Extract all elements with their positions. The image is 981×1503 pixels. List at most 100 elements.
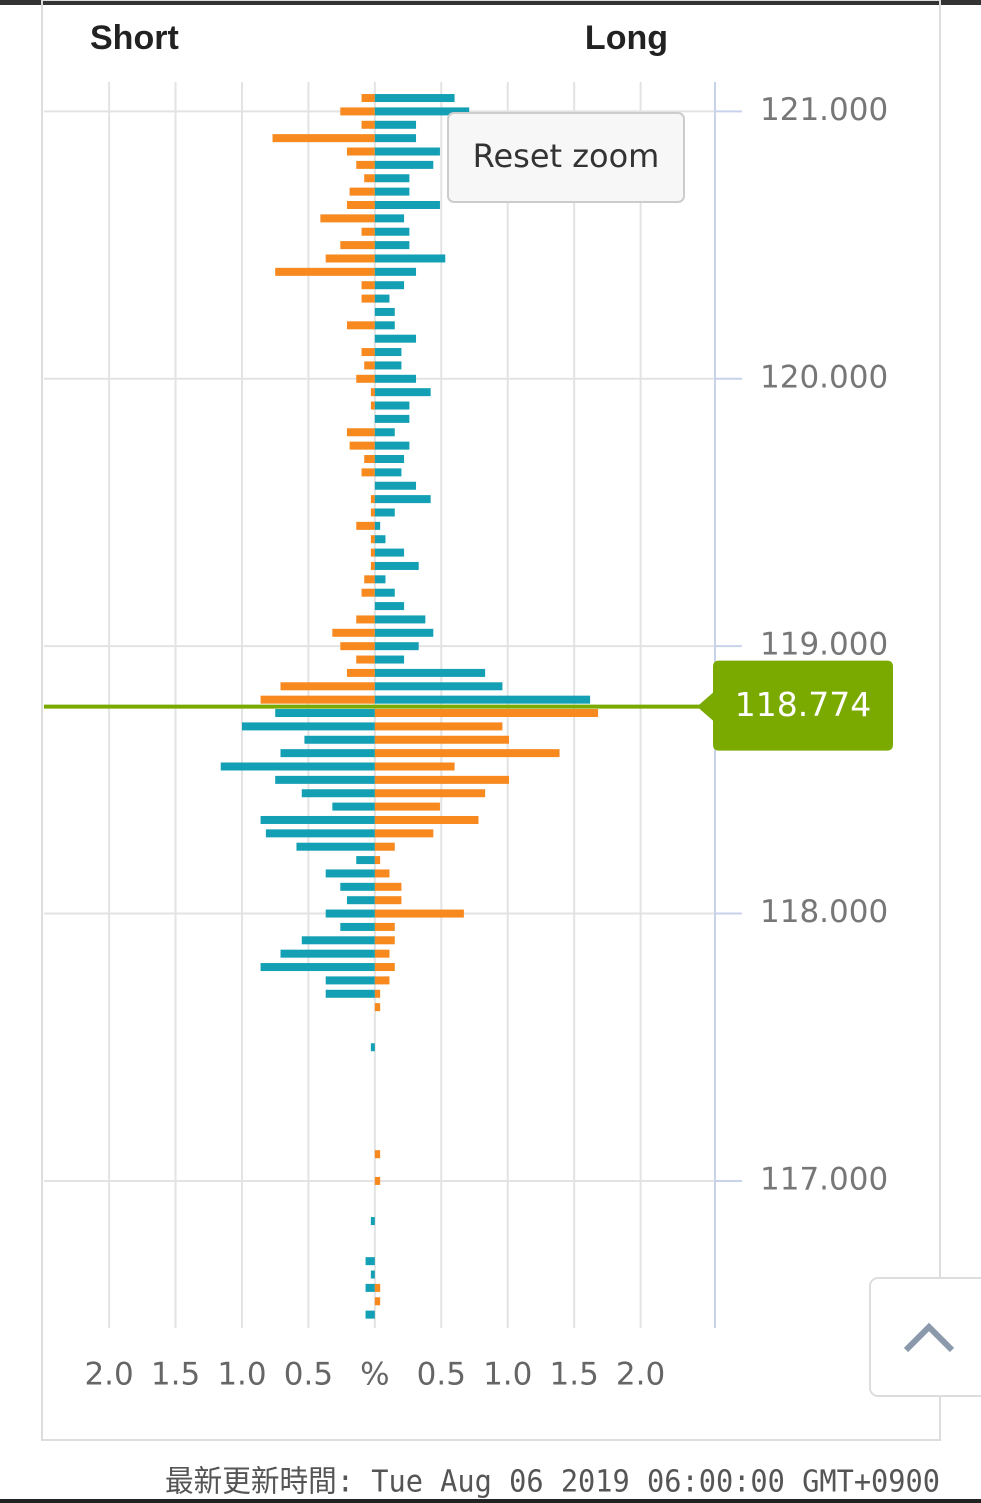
bar: [374, 775, 510, 784]
y-tick-label: 120.000: [760, 359, 888, 395]
bar: [275, 709, 375, 718]
bar: [374, 1283, 381, 1292]
bar: [332, 802, 375, 811]
bar: [260, 963, 375, 972]
bar: [340, 107, 375, 116]
bar: [301, 789, 375, 798]
bar: [370, 388, 375, 397]
button-label[interactable]: Reset zoom: [473, 137, 660, 175]
bar: [374, 749, 560, 758]
bar: [340, 241, 375, 250]
chevron-up-icon[interactable]: [903, 1322, 955, 1353]
bar: [374, 588, 395, 597]
bar: [364, 174, 375, 183]
bar: [361, 468, 375, 477]
bar: [346, 321, 375, 330]
bar: [374, 414, 410, 423]
bar: [365, 1257, 375, 1266]
bar: [356, 374, 375, 383]
bar: [296, 842, 375, 851]
top-border: [0, 0, 981, 5]
x-tick-label: 0.5: [284, 1357, 333, 1393]
bar: [374, 628, 434, 637]
bar: [374, 922, 395, 931]
bar: [374, 1297, 381, 1306]
bar: [374, 856, 381, 865]
bar: [374, 107, 470, 116]
bar: [356, 655, 375, 664]
bar: [374, 561, 419, 570]
bar: [374, 374, 417, 383]
bar: [349, 187, 375, 196]
bar: [280, 949, 375, 958]
bar: [361, 348, 375, 357]
bar: [374, 548, 405, 557]
reset-zoom-button[interactable]: Reset zoom: [447, 112, 685, 203]
bar: [280, 682, 375, 691]
bar: [374, 254, 446, 263]
bar: [374, 695, 591, 704]
x-tick-label: 1.5: [151, 1357, 200, 1393]
bar: [356, 521, 375, 530]
bar: [340, 642, 375, 651]
bar: [374, 989, 381, 998]
bar: [374, 722, 503, 731]
bar: [374, 241, 410, 250]
bar: [325, 909, 375, 918]
bar: [364, 575, 375, 584]
bar: [374, 842, 395, 851]
bar: [361, 94, 375, 103]
bar: [374, 481, 417, 490]
y-tick-label: 121.000: [760, 92, 888, 128]
bar: [374, 200, 440, 209]
x-tick-label: 0.5: [417, 1357, 466, 1393]
x-tick-label: 1.5: [550, 1357, 599, 1393]
bottom-border: [0, 1499, 981, 1503]
y-tick-label: 117.000: [760, 1161, 888, 1197]
x-tick-label: 1.0: [483, 1357, 532, 1393]
bar: [374, 187, 410, 196]
bar: [260, 695, 375, 704]
bar: [361, 294, 375, 303]
bar: [374, 307, 395, 316]
bar: [374, 267, 417, 276]
y-tick-label: 118.000: [760, 894, 888, 930]
bar: [374, 655, 405, 664]
button-bg[interactable]: [869, 1277, 981, 1397]
x-tick-label: 2.0: [616, 1357, 665, 1393]
bar: [364, 455, 375, 464]
bar: [370, 561, 375, 570]
bar: [374, 896, 402, 905]
footer-timestamp: 最新更新時間: Tue Aug 06 2019 06:00:00 GMT+090…: [165, 1465, 940, 1500]
bar: [374, 281, 405, 290]
bar: [370, 548, 375, 557]
chart-frame: [41, 0, 941, 1441]
bar: [374, 535, 386, 544]
bar: [280, 749, 375, 758]
bar: [374, 441, 410, 450]
bar: [346, 896, 375, 905]
bar: [374, 668, 486, 677]
y-tick-label: 119.000: [760, 627, 888, 663]
bar: [370, 508, 375, 517]
bar: [374, 160, 434, 169]
x-tick-label: 2.0: [84, 1357, 133, 1393]
bar: [374, 963, 395, 972]
long-header: Long: [585, 19, 668, 57]
button-bg[interactable]: [447, 112, 685, 203]
scroll-top-button[interactable]: [869, 1277, 981, 1397]
bar: [304, 735, 375, 744]
current-price-box: [697, 660, 893, 751]
bar: [374, 909, 464, 918]
bar: [374, 802, 440, 811]
current-price-label: 118.774: [735, 685, 871, 724]
bar: [374, 227, 410, 236]
bar: [349, 441, 375, 450]
bar: [374, 361, 402, 370]
bar: [325, 989, 375, 998]
bar: [374, 428, 395, 437]
bar: [346, 668, 375, 677]
bar: [374, 949, 390, 958]
